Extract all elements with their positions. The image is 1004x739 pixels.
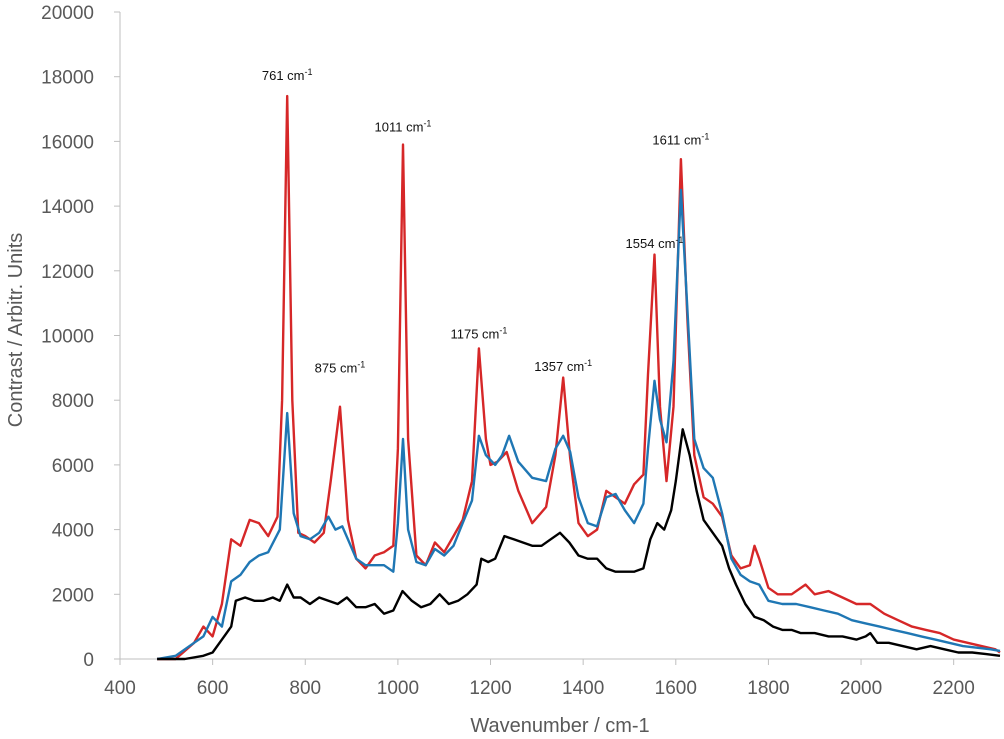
y-tick-label: 8000 [52, 391, 94, 412]
axes-layer: 0 2000 4000 6000 8000 10000 12000 14000 16000 180… [41, 3, 1000, 699]
annotation-layer: 761 cm-1 875 cm-1 1011 cm-1 1175 cm-1 1357 c… [262, 67, 709, 376]
x-tick-label: 800 [289, 678, 321, 699]
x-tick-label: 1200 [469, 678, 511, 699]
peak-label: 1011 cm-1 [375, 119, 432, 135]
series-layer [156, 94, 1001, 661]
y-tick-label: 10000 [41, 327, 94, 348]
y-tick-label: 4000 [52, 521, 94, 542]
x-tick-label: 400 [104, 678, 136, 699]
y-tick-label: 18000 [41, 68, 94, 89]
x-tick-label: 1600 [655, 678, 697, 699]
peak-label: 1175 cm-1 [450, 326, 507, 342]
x-axis-title: Wavenumber / cm-1 [470, 715, 649, 737]
peak-label: 875 cm-1 [315, 360, 366, 376]
y-tick-label: 2000 [52, 585, 94, 606]
x-tick-label: 1800 [747, 678, 789, 699]
y-tick-label: 20000 [41, 3, 94, 24]
y-axis-title: Contrast / Arbitr. Units [5, 233, 27, 428]
x-tick-label: 600 [197, 678, 229, 699]
y-tick-label: 0 [83, 650, 94, 671]
peak-label: 1357 cm-1 [534, 358, 592, 374]
x-tick-label: 1400 [562, 678, 604, 699]
series-line-1 [157, 94, 1001, 661]
peak-label: 1611 cm-1 [652, 132, 709, 148]
y-tick-label: 12000 [41, 262, 94, 283]
x-tick-label: 2200 [933, 678, 975, 699]
y-tick-label: 16000 [41, 132, 94, 153]
x-tick-label: 2000 [840, 678, 882, 699]
series-line-3 [157, 428, 1001, 661]
y-tick-label: 6000 [52, 456, 94, 477]
y-tick-label: 14000 [41, 197, 94, 218]
x-tick-label: 1000 [377, 678, 419, 699]
peak-label: 1554 cm-1 [626, 235, 684, 251]
series-line-2 [156, 188, 1001, 661]
peak-label: 761 cm-1 [262, 67, 313, 83]
